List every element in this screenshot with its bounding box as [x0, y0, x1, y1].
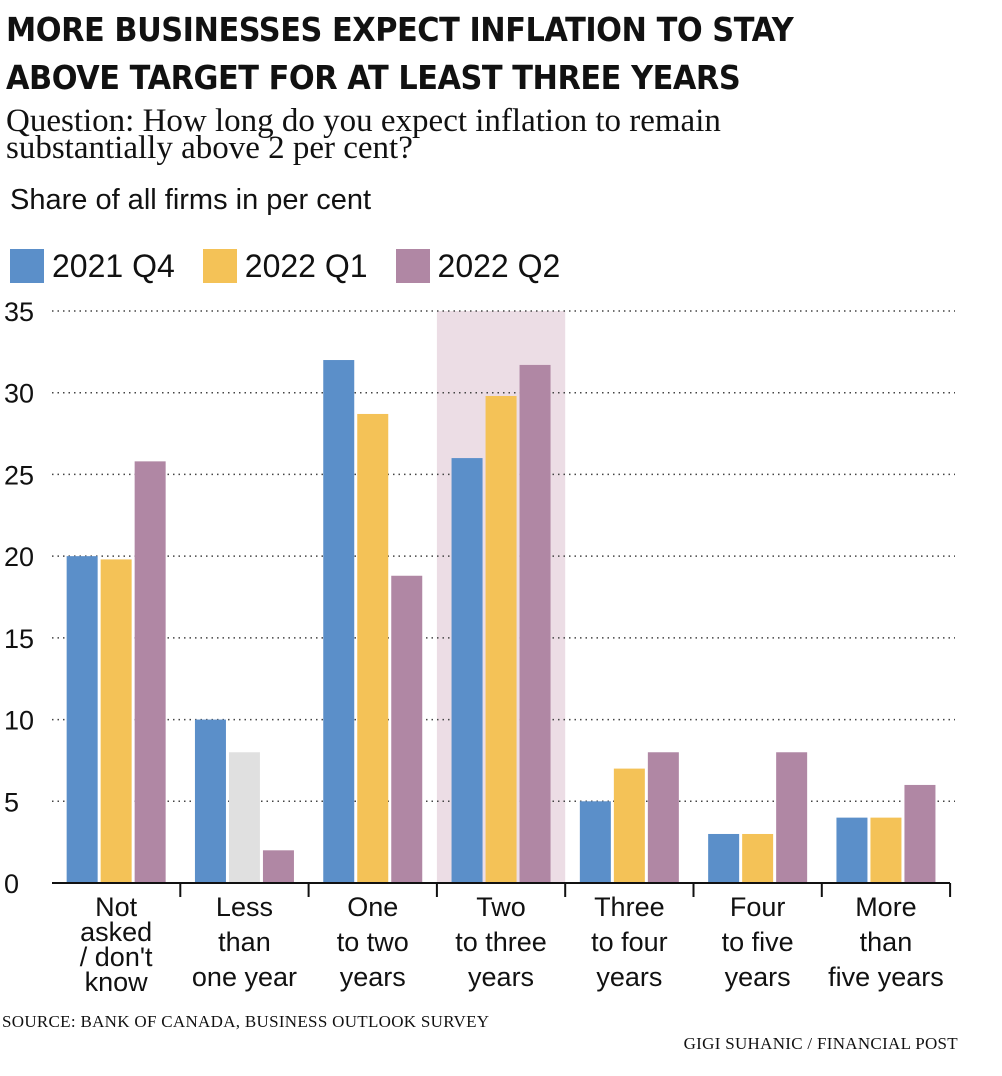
bar-2022-q2-cat-1: [262, 850, 294, 883]
x-tick-label: Four to five years: [722, 892, 794, 992]
y-tick-label: 20: [4, 542, 34, 572]
chart-subtitle: Question: How long do you expect inflati…: [6, 103, 966, 166]
bar-2022-q1-cat-3: [485, 395, 517, 883]
legend-item-2021-q4: 2021 Q4: [10, 248, 175, 284]
bar-2022-q1-cat-0: [100, 559, 132, 883]
units-label: Share of all firms in per cent: [10, 184, 372, 216]
bar-chart: 0 5 10 15 20 25 30 35 Not asked / don't know Less tha…: [4, 297, 955, 997]
bar-2022-q1-cat-2: [357, 413, 389, 883]
bar-2022-q2-cat-5: [776, 752, 808, 883]
bar-2022-q2-cat-4: [647, 752, 679, 883]
legend-item-2022-q2: 2022 Q2: [395, 248, 561, 284]
bar-2022-q1-cat-6: [870, 817, 902, 883]
y-tick-label: 35: [4, 297, 34, 327]
bar-2022-q1-cat-1: [228, 752, 260, 883]
x-tick-label: Three to four years: [591, 892, 668, 992]
question-line-2: substantially above 2 per cent?: [6, 130, 413, 166]
bar-2021-q4-cat-4: [579, 801, 611, 883]
title-line-1: MORE BUSINESSES EXPECT INFLATION TO STAY: [6, 10, 794, 49]
y-tick-label: 0: [4, 869, 19, 899]
x-tick-label: More than five years: [828, 892, 944, 992]
bar-2021-q4-cat-3: [451, 458, 483, 883]
bar-2022-q1-cat-4: [613, 768, 645, 883]
legend-item-2022-q1: 2022 Q1: [202, 248, 368, 284]
legend-swatch-2022-q2: [395, 249, 430, 283]
bar-2021-q4-cat-2: [323, 360, 355, 883]
legend-label-2022-q2: 2022 Q2: [437, 248, 561, 284]
bar-2022-q2-cat-0: [134, 461, 166, 883]
legend-label-2022-q1: 2022 Q1: [244, 248, 368, 284]
y-tick-label: 10: [4, 706, 34, 736]
y-tick-label: 25: [4, 460, 34, 490]
bar-2021-q4-cat-1: [194, 719, 226, 883]
bar-2021-q4-cat-0: [66, 556, 98, 883]
credit-note: GIGI SUHANIC / FINANCIAL POST: [683, 1034, 958, 1053]
source-note: SOURCE: BANK OF CANADA, BUSINESS OUTLOOK…: [2, 1012, 490, 1031]
y-tick-label: 5: [4, 787, 19, 817]
x-tick-label: Not asked / don't know: [80, 892, 153, 997]
bar-2021-q4-cat-5: [708, 833, 740, 883]
chart-title: MORE BUSINESSES EXPECT INFLATION TO STAY…: [6, 6, 908, 102]
legend: 2021 Q4 2022 Q1 2022 Q2: [10, 246, 588, 286]
legend-swatch-2021-q4: [10, 249, 44, 283]
x-tick-label: Two to three years: [455, 892, 547, 992]
bar-2022-q2-cat-2: [391, 575, 423, 883]
bar-2022-q1-cat-5: [742, 833, 774, 883]
y-tick-label: 30: [4, 379, 34, 409]
bar-2022-q2-cat-3: [519, 364, 551, 884]
title-line-2: ABOVE TARGET FOR AT LEAST THREE YEARS: [6, 58, 741, 97]
legend-label-2021-q4: 2021 Q4: [52, 248, 175, 284]
x-tick-label: One to two years: [337, 892, 409, 992]
x-tick-label: Less than one year: [192, 892, 297, 992]
legend-swatch-2022-q1: [202, 249, 237, 283]
y-tick-label: 15: [4, 624, 34, 654]
bar-2022-q2-cat-6: [904, 784, 936, 883]
question-line-1: Question: How long do you expect inflati…: [6, 103, 721, 139]
bar-2021-q4-cat-6: [836, 817, 868, 883]
